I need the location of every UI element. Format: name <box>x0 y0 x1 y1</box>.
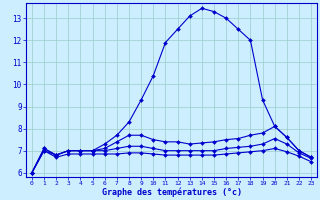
X-axis label: Graphe des températures (°c): Graphe des températures (°c) <box>101 188 242 197</box>
